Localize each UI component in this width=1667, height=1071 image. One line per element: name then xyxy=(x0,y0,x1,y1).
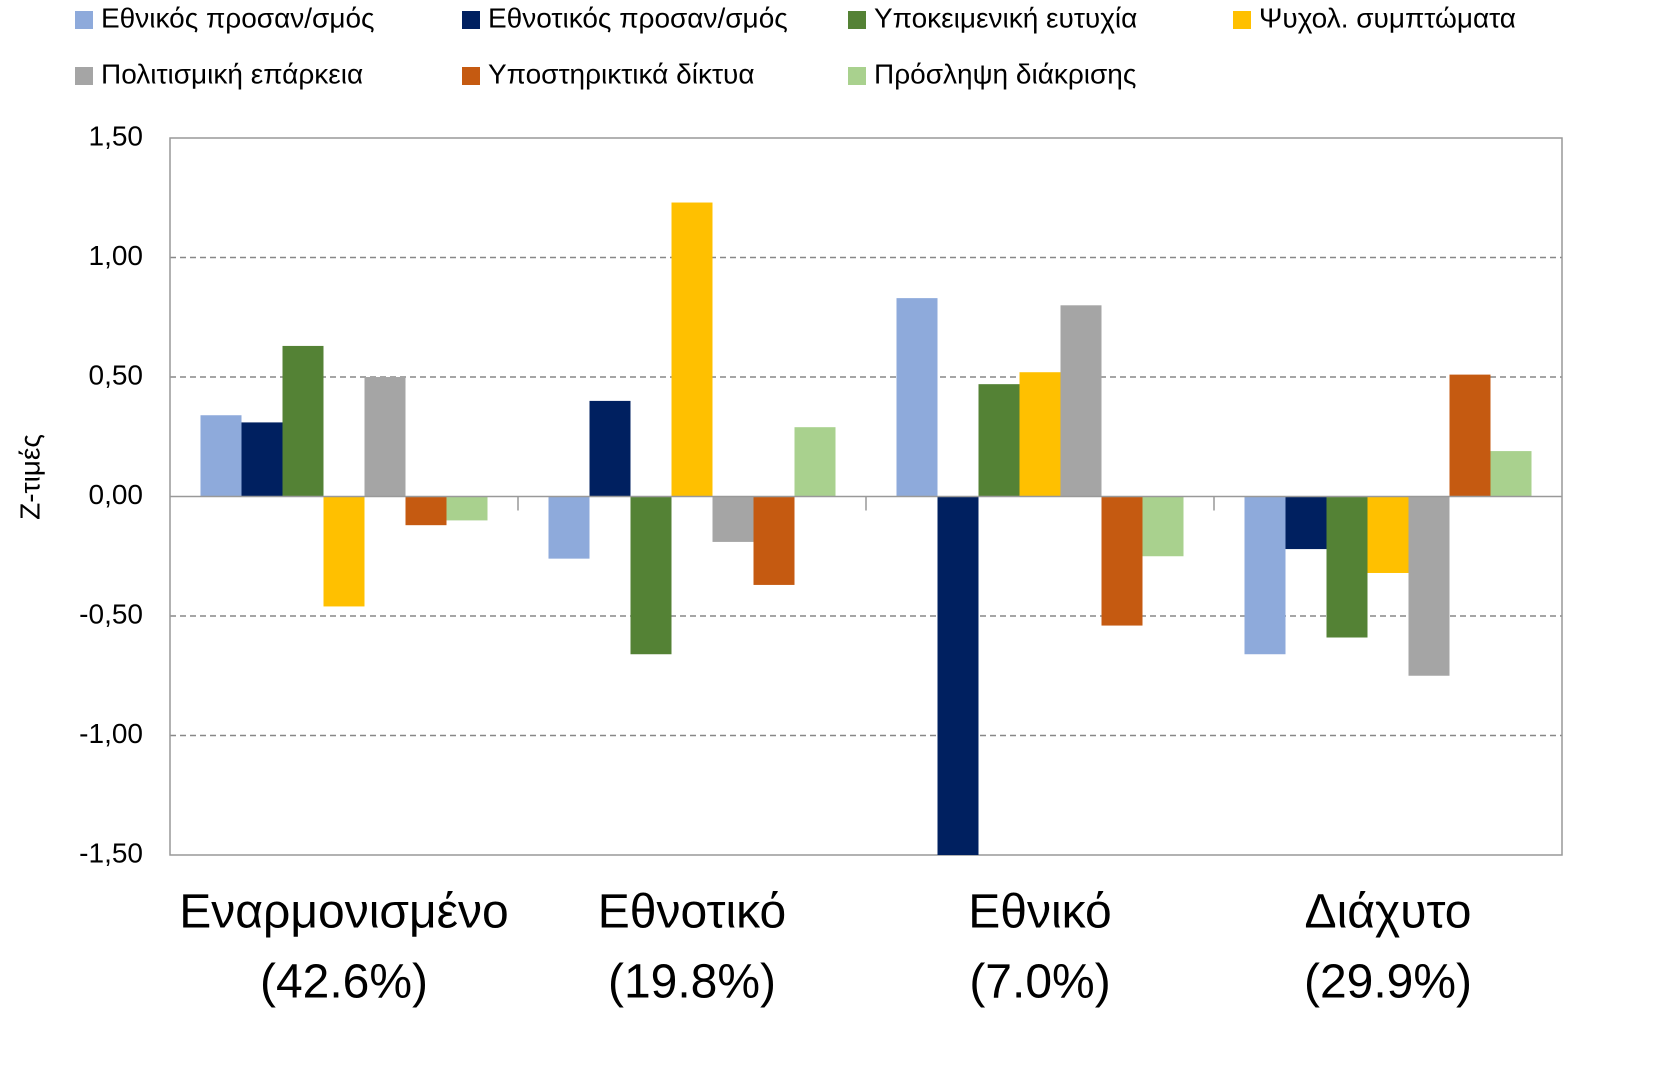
bar xyxy=(405,496,447,526)
legend-label: Ψυχολ. συμπτώματα xyxy=(1259,2,1516,33)
legend-label: Εθνοτικός προσαν/σμός xyxy=(488,2,788,33)
x-tick-label: (29.9%) xyxy=(1304,956,1472,1009)
legend-label: Υποστηρικτικά δίκτυα xyxy=(488,58,755,89)
bar xyxy=(1142,496,1184,557)
bar xyxy=(1367,496,1409,573)
bar xyxy=(241,422,283,497)
bar xyxy=(671,202,713,497)
bar xyxy=(937,496,979,855)
legend-label: Εθνικός προσαν/σμός xyxy=(101,2,375,33)
bar xyxy=(1449,374,1491,497)
bar xyxy=(1244,496,1286,655)
bar xyxy=(712,496,754,542)
y-tick-label: -1,00 xyxy=(79,718,143,749)
bar xyxy=(323,496,365,607)
y-tick-label: 1,00 xyxy=(89,240,144,271)
y-tick-label: 0,50 xyxy=(89,359,144,390)
bar xyxy=(1490,451,1532,497)
legend-label: Πρόσληψη διάκρισης xyxy=(874,58,1136,89)
x-tick-label: Εθνοτικό xyxy=(598,886,786,939)
legend-swatch xyxy=(462,67,480,85)
y-tick-label: -1,50 xyxy=(79,837,143,868)
legend-label: Πολιτισμική επάρκεια xyxy=(101,58,363,89)
bar xyxy=(630,496,672,655)
bar xyxy=(753,496,795,585)
x-tick-label: (42.6%) xyxy=(260,956,428,1009)
bar xyxy=(1101,496,1143,626)
legend-swatch xyxy=(75,67,93,85)
legend-swatch xyxy=(848,67,866,85)
legend-swatch xyxy=(1233,11,1251,29)
x-tick-label: Εναρμονισμένο xyxy=(179,886,508,939)
bar xyxy=(978,384,1020,497)
legend-label: Υποκειμενική ευτυχία xyxy=(874,2,1137,33)
bar xyxy=(200,415,242,497)
bar xyxy=(364,377,406,497)
bar xyxy=(1060,305,1102,497)
legend-swatch xyxy=(848,11,866,29)
bar xyxy=(896,298,938,497)
bar xyxy=(1326,496,1368,638)
y-tick-label: 0,00 xyxy=(89,479,144,510)
bar xyxy=(446,496,488,521)
bar xyxy=(1408,496,1450,676)
y-axis-label: Z-τιμές xyxy=(14,434,45,520)
bar xyxy=(589,400,631,497)
x-tick-label: (7.0%) xyxy=(969,956,1110,1009)
bar xyxy=(794,427,836,497)
y-tick-label: 1,50 xyxy=(89,120,144,151)
x-tick-label: Εθνικό xyxy=(968,886,1111,939)
bar xyxy=(282,345,324,497)
x-tick-label: (19.8%) xyxy=(608,956,776,1009)
legend-swatch xyxy=(75,11,93,29)
bar xyxy=(1285,496,1327,550)
legend-swatch xyxy=(462,11,480,29)
y-tick-label: -0,50 xyxy=(79,598,143,629)
bar xyxy=(548,496,590,559)
bar xyxy=(1019,372,1061,497)
x-tick-label: Διάχυτο xyxy=(1305,886,1472,939)
